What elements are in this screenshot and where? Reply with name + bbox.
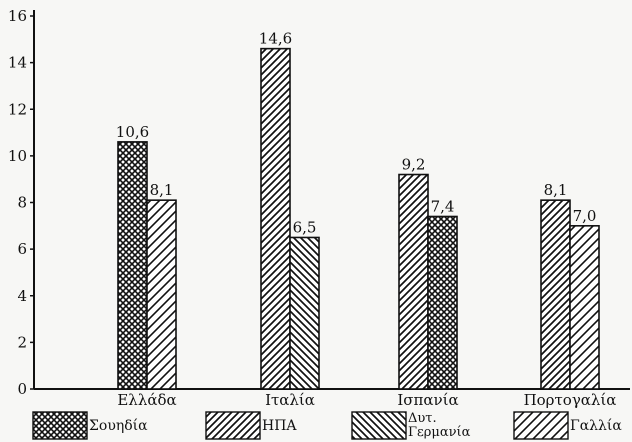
bar-sweden <box>427 215 458 390</box>
y-tick-label: 16 <box>8 7 27 25</box>
data-label: 7,4 <box>431 197 455 215</box>
data-label: 8,1 <box>544 181 568 199</box>
bar-france <box>569 225 600 390</box>
legend-swatch <box>351 411 407 440</box>
legend-label: Γερμανία <box>408 425 471 440</box>
data-label: 10,6 <box>116 123 149 141</box>
legend-swatch <box>513 411 569 440</box>
legend-label: Γαλλία <box>570 417 622 434</box>
y-tick-label: 0 <box>17 380 27 398</box>
legend: Σουηδία ΗΠΑ Δυτ.Γερμανία Γαλλία <box>32 411 622 440</box>
category-labels: Ελλάδα Ιταλία Ισπανία Πορτογαλία <box>117 391 616 409</box>
category-label: Ισπανία <box>397 391 458 409</box>
data-label: 7,0 <box>573 207 597 225</box>
y-tick-label: 2 <box>17 333 27 351</box>
legend-swatch <box>32 411 88 440</box>
y-axis-ticks: 0 2 4 6 8 10 12 14 16 <box>8 7 34 398</box>
bar-usa <box>398 173 429 390</box>
legend-item-sweden: Σουηδία <box>32 411 148 440</box>
y-tick-label: 6 <box>17 240 27 258</box>
legend-label: Σουηδία <box>89 417 148 434</box>
bar-usa <box>260 47 291 390</box>
y-tick-label: 8 <box>17 194 27 212</box>
legend-item-wgermany: Δυτ.Γερμανία <box>351 411 471 440</box>
y-tick-label: 12 <box>8 100 27 118</box>
data-label: 6,5 <box>293 218 317 236</box>
y-tick-label: 4 <box>17 287 27 305</box>
data-label: 14,6 <box>259 30 292 48</box>
bar-france <box>146 199 177 390</box>
legend-item-france: Γαλλία <box>513 411 622 440</box>
bar-wgermany <box>289 236 320 390</box>
y-tick-label: 14 <box>8 54 27 72</box>
data-labels: 10,6 8,1 14,6 6,5 9,2 7,4 8,1 7,0 <box>116 30 597 237</box>
bar-usa <box>540 199 571 390</box>
data-label: 9,2 <box>402 156 426 174</box>
data-label: 8,1 <box>150 181 174 199</box>
category-label: Πορτογαλία <box>524 391 617 409</box>
category-label: Ιταλία <box>265 391 315 409</box>
legend-swatch <box>205 411 261 440</box>
legend-item-usa: ΗΠΑ <box>205 411 297 440</box>
category-label: Ελλάδα <box>117 391 176 409</box>
legend-label: Δυτ. <box>408 411 437 426</box>
bars <box>117 47 600 390</box>
legend-label: ΗΠΑ <box>262 418 297 434</box>
bar-sweden <box>117 141 148 390</box>
y-tick-label: 10 <box>8 147 27 165</box>
